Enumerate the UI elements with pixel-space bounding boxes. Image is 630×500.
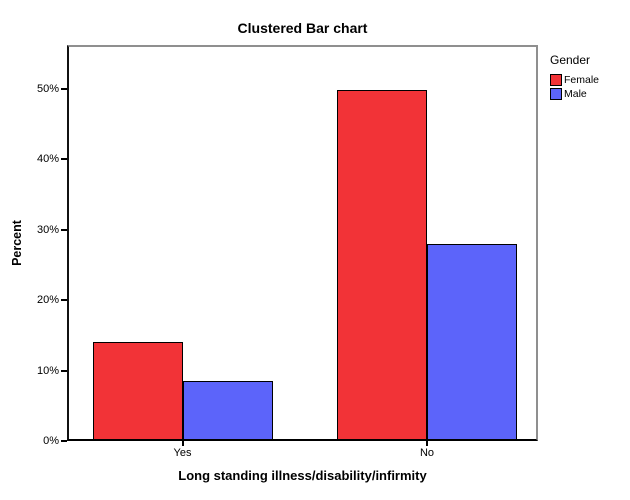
legend-swatch-male: [550, 88, 562, 100]
bar-no-female: [337, 90, 427, 441]
legend-label: Male: [564, 88, 587, 100]
y-tick: [61, 299, 67, 301]
plot-area: [67, 45, 538, 441]
y-tick: [61, 440, 67, 442]
legend-label: Female: [564, 74, 600, 86]
legend-swatch-female: [550, 74, 562, 86]
x-axis-title: Long standing illness/disability/infirmi…: [178, 468, 427, 483]
y-tick: [61, 229, 67, 231]
y-tick: [61, 88, 67, 90]
x-category-label: Yes: [173, 447, 192, 459]
y-tick-label: 10%: [36, 365, 59, 377]
legend-item-male: Male: [550, 88, 628, 100]
y-tick: [61, 370, 67, 372]
bar-no-male: [427, 244, 517, 441]
legend-items: Female Male: [550, 74, 628, 100]
y-tick-label: 30%: [36, 224, 59, 236]
x-category-label: No: [419, 447, 435, 459]
chart-title: Clustered Bar chart: [237, 20, 368, 36]
legend-title: Gender: [550, 53, 591, 67]
y-tick: [61, 158, 67, 160]
x-tick: [181, 440, 184, 446]
bar-yes-female: [92, 342, 183, 441]
y-tick-label: 40%: [36, 153, 59, 165]
y-tick-label: 0%: [43, 435, 59, 447]
legend: Gender Female Male: [550, 53, 628, 102]
x-tick: [426, 440, 428, 446]
bar-yes-male: [182, 381, 273, 441]
legend-item-female: Female: [550, 74, 628, 86]
y-tick-label: 50%: [36, 83, 59, 95]
y-tick-label: 20%: [36, 294, 59, 306]
